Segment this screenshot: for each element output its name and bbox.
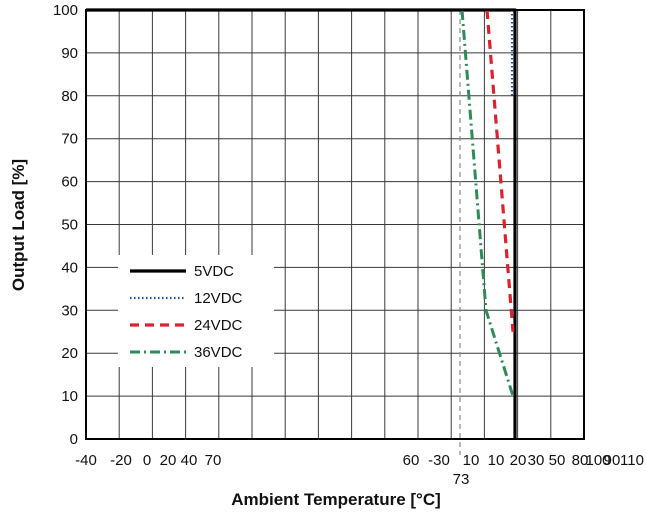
x-tick-label: 100 [585,452,610,469]
y-tick-label: 80 [61,88,78,105]
y-tick-label: 0 [70,431,78,448]
x-tick-label: 50 [549,452,566,469]
x-tick-label: 60 [403,452,420,469]
y-tick-label: 70 [61,131,78,148]
x-tick-label: -40 [75,452,97,469]
x-tick-label: 20 [160,452,177,469]
legend-label-36vdc: 36VDC [194,344,243,361]
x-axis-title: Ambient Temperature [°C] [231,490,441,509]
y-tick-label: 20 [61,345,78,362]
legend-box [118,255,274,367]
x-tick-label: 10 [488,452,505,469]
series-line-24vdc [485,9,515,332]
y-tick-label: 90 [61,45,78,62]
legend-label-24vdc: 24VDC [194,317,243,334]
x-tick-label: 0 [143,452,151,469]
series-line-36vdc [460,9,515,397]
x-tick-label: 20 [510,452,527,469]
plot-frame [85,9,585,440]
x-tick-label: 10 [463,452,480,469]
y-tick-label: 10 [61,388,78,405]
x-tick-label: 40 [181,452,198,469]
y-tick-label: 100 [53,2,78,19]
y-axis-title: Output Load [%] [9,159,28,291]
y-tick-label: 50 [61,217,78,234]
x-tick-label: -20 [110,452,132,469]
legend-label-5vdc: 5VDC [194,263,234,280]
x-tick-label: 110 [620,452,644,469]
y-tick-label: 60 [61,174,78,191]
y-tick-label: 40 [61,259,78,276]
x-tick-label: 70 [205,452,222,469]
legend-label-12vdc: 12VDC [194,290,243,307]
grid [86,10,584,439]
legend: 5VDC 12VDC 24VDC 36VDC [118,255,274,367]
extra-tick-label: 73 [453,471,470,488]
y-axis-ticks: 0 10 20 30 40 50 60 70 80 90 100 [53,2,78,448]
y-tick-label: 30 [61,302,78,319]
x-tick-label: 90 [604,452,621,469]
x-tick-label: -30 [428,452,450,469]
x-tick-label: 30 [528,452,545,469]
x-tick-label: 80 [572,452,589,469]
